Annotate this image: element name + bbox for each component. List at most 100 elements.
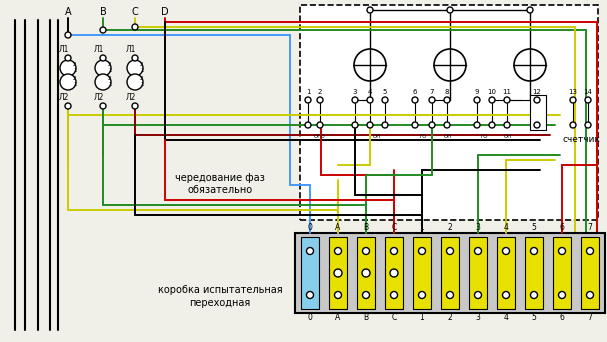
Bar bbox=[530, 95, 546, 130]
Circle shape bbox=[390, 291, 398, 299]
Circle shape bbox=[558, 291, 566, 299]
Circle shape bbox=[334, 291, 342, 299]
Bar bbox=[497, 237, 515, 309]
Circle shape bbox=[334, 248, 342, 254]
Text: C: C bbox=[132, 7, 138, 17]
Circle shape bbox=[474, 97, 480, 103]
Text: коробка испытательная: коробка испытательная bbox=[158, 285, 282, 295]
Text: 2: 2 bbox=[140, 77, 143, 81]
Circle shape bbox=[382, 122, 388, 128]
Bar bbox=[329, 237, 347, 309]
Circle shape bbox=[95, 74, 111, 90]
Circle shape bbox=[503, 248, 509, 254]
Circle shape bbox=[132, 24, 138, 30]
Text: Л1: Л1 bbox=[94, 45, 104, 54]
Circle shape bbox=[367, 97, 373, 103]
Text: 13: 13 bbox=[569, 89, 577, 95]
Circle shape bbox=[514, 49, 546, 81]
Circle shape bbox=[132, 103, 138, 109]
Circle shape bbox=[475, 248, 481, 254]
Bar bbox=[385, 237, 403, 309]
Circle shape bbox=[504, 97, 510, 103]
Text: A: A bbox=[336, 224, 341, 233]
Text: ОН: ОН bbox=[504, 134, 512, 140]
Circle shape bbox=[305, 122, 311, 128]
Text: B: B bbox=[364, 314, 368, 323]
Text: 1: 1 bbox=[140, 82, 143, 88]
Circle shape bbox=[382, 97, 388, 103]
Circle shape bbox=[127, 60, 143, 76]
Text: ОН: ОН bbox=[444, 134, 452, 140]
Text: 1: 1 bbox=[306, 89, 310, 95]
Text: 12: 12 bbox=[532, 89, 541, 95]
Text: 0: 0 bbox=[308, 314, 313, 323]
Text: Л2: Л2 bbox=[59, 93, 69, 103]
Text: 3: 3 bbox=[353, 89, 358, 95]
Circle shape bbox=[65, 55, 71, 61]
Text: B: B bbox=[364, 224, 368, 233]
Text: 3: 3 bbox=[475, 314, 480, 323]
Bar bbox=[301, 237, 319, 309]
Circle shape bbox=[489, 122, 495, 128]
Circle shape bbox=[418, 291, 426, 299]
Text: 1: 1 bbox=[108, 82, 112, 88]
Circle shape bbox=[367, 7, 373, 13]
Bar bbox=[553, 237, 571, 309]
Circle shape bbox=[100, 27, 106, 33]
Text: 5: 5 bbox=[532, 224, 537, 233]
Circle shape bbox=[412, 122, 418, 128]
Circle shape bbox=[60, 60, 76, 76]
Text: 2: 2 bbox=[447, 314, 452, 323]
Circle shape bbox=[474, 122, 480, 128]
Text: 1: 1 bbox=[73, 68, 76, 74]
Bar bbox=[413, 237, 431, 309]
Circle shape bbox=[585, 122, 591, 128]
Circle shape bbox=[305, 97, 311, 103]
Circle shape bbox=[354, 49, 386, 81]
Circle shape bbox=[503, 291, 509, 299]
Text: 2: 2 bbox=[108, 63, 112, 67]
Text: Л2: Л2 bbox=[94, 93, 104, 103]
Bar bbox=[469, 237, 487, 309]
Circle shape bbox=[586, 291, 594, 299]
Circle shape bbox=[362, 248, 370, 254]
Circle shape bbox=[570, 122, 576, 128]
Text: ОГО: ОГО bbox=[314, 134, 326, 140]
Text: 11: 11 bbox=[503, 89, 512, 95]
Text: 2: 2 bbox=[73, 63, 76, 67]
Text: чередование фаз: чередование фаз bbox=[175, 173, 265, 183]
Circle shape bbox=[444, 97, 450, 103]
Circle shape bbox=[60, 74, 76, 90]
Text: D: D bbox=[161, 7, 169, 17]
Text: 5: 5 bbox=[532, 314, 537, 323]
Text: 7: 7 bbox=[430, 89, 434, 95]
Text: 2: 2 bbox=[73, 77, 76, 81]
Circle shape bbox=[352, 122, 358, 128]
Circle shape bbox=[307, 291, 313, 299]
Circle shape bbox=[534, 97, 540, 103]
Text: B: B bbox=[100, 7, 106, 17]
Circle shape bbox=[475, 291, 481, 299]
Text: A: A bbox=[336, 314, 341, 323]
Text: 7: 7 bbox=[588, 224, 592, 233]
Text: 2: 2 bbox=[318, 89, 322, 95]
Circle shape bbox=[317, 122, 323, 128]
Text: 1: 1 bbox=[419, 314, 424, 323]
Bar bbox=[581, 237, 599, 309]
Text: 6: 6 bbox=[413, 89, 417, 95]
Circle shape bbox=[362, 291, 370, 299]
Text: 10: 10 bbox=[487, 89, 497, 95]
Circle shape bbox=[558, 248, 566, 254]
Text: обязательно: обязательно bbox=[188, 185, 253, 195]
Circle shape bbox=[334, 269, 342, 277]
Text: счетчик: счетчик bbox=[562, 135, 600, 145]
Circle shape bbox=[65, 32, 71, 38]
Text: переходная: переходная bbox=[189, 298, 251, 308]
Text: 4: 4 bbox=[504, 314, 509, 323]
Text: 1: 1 bbox=[108, 68, 112, 74]
Circle shape bbox=[527, 7, 533, 13]
Text: Л1: Л1 bbox=[59, 45, 69, 54]
Circle shape bbox=[367, 122, 373, 128]
Circle shape bbox=[531, 291, 538, 299]
Text: 6: 6 bbox=[560, 314, 565, 323]
